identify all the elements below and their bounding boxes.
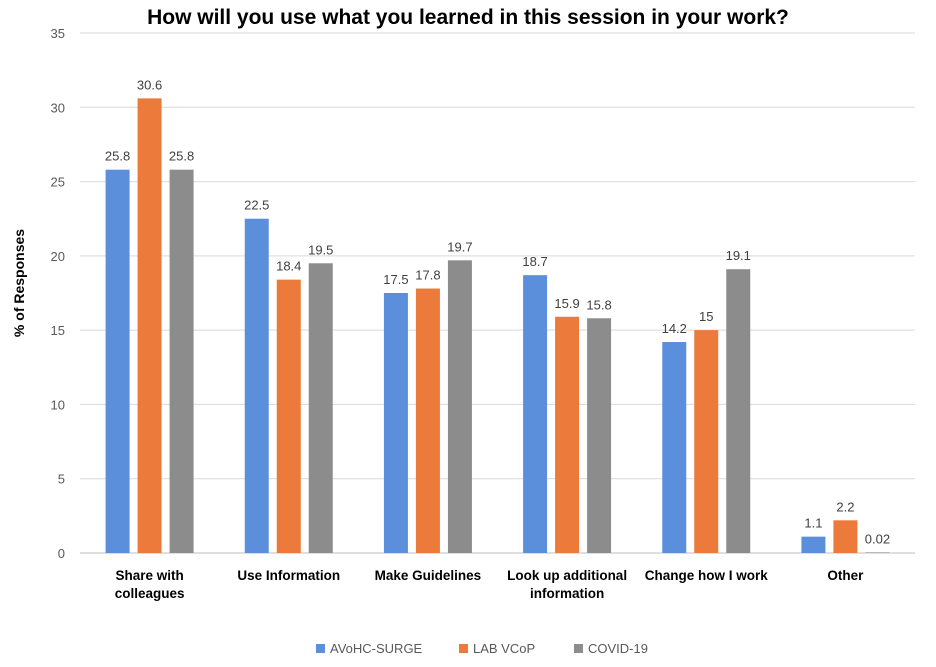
bar: [865, 552, 890, 553]
y-tick-label: 35: [51, 26, 65, 41]
bar: [726, 269, 751, 553]
data-label: 15: [699, 309, 713, 324]
y-tick-label: 0: [58, 546, 65, 561]
x-category-label: Look up additional: [507, 568, 627, 583]
bar: [447, 260, 472, 553]
x-category-label: information: [530, 586, 604, 601]
chart-title: How will you use what you learned in thi…: [147, 6, 789, 29]
data-label: 14.2: [662, 321, 687, 336]
y-axis-label: % of Responses: [11, 229, 27, 337]
bar: [276, 279, 301, 553]
data-label: 15.8: [586, 297, 611, 312]
data-label: 18.4: [276, 259, 301, 274]
data-labels: 25.8 30.6 25.8 22.5 18.4 19.5 17.5 17.8 19.7 18.7…: [105, 77, 890, 546]
data-label: 19.1: [726, 248, 751, 263]
x-category-label: Use Information: [237, 568, 340, 583]
y-axis-ticks: 0 5 10 15 20 25 30 35: [51, 26, 65, 561]
data-label: 22.5: [244, 198, 269, 213]
data-label: 25.8: [169, 149, 194, 164]
data-label: 19.5: [308, 242, 333, 257]
data-label: 19.7: [447, 239, 472, 254]
legend-label: AVoHC-SURGE: [330, 641, 423, 656]
x-category-label: Share with: [115, 568, 183, 583]
legend-item: COVID-19: [574, 641, 648, 656]
data-label: 18.7: [522, 254, 547, 269]
legend-label: COVID-19: [588, 641, 648, 656]
bar: [833, 520, 858, 553]
y-tick-label: 30: [51, 100, 65, 115]
legend-swatch: [574, 644, 583, 653]
y-tick-label: 5: [58, 472, 65, 487]
bar: [662, 342, 687, 553]
legend: AVoHC-SURGE LAB VCoP COVID-19: [316, 641, 648, 656]
x-category-label: Other: [827, 568, 864, 583]
data-label: 17.8: [415, 268, 440, 283]
category-labels: Share with colleagues Use Information Make …: [115, 568, 864, 601]
bar: [523, 275, 548, 553]
y-tick-label: 10: [51, 397, 65, 412]
data-label: 1.1: [804, 516, 822, 531]
legend-item: AVoHC-SURGE: [316, 641, 423, 656]
legend-label: LAB VCoP: [473, 641, 535, 656]
x-category-label: Make Guidelines: [375, 568, 482, 583]
y-tick-label: 25: [51, 175, 65, 190]
data-label: 30.6: [137, 77, 162, 92]
data-label: 15.9: [554, 296, 579, 311]
y-tick-label: 15: [51, 323, 65, 338]
bar: [587, 318, 612, 553]
bar: [694, 330, 719, 553]
legend-swatch: [459, 644, 468, 653]
bar: [105, 169, 130, 553]
legend-swatch: [316, 644, 325, 653]
data-label: 0.02: [865, 531, 890, 546]
legend-item: LAB VCoP: [459, 641, 535, 656]
y-tick-label: 20: [51, 249, 65, 264]
bar: [801, 536, 826, 553]
bar: [308, 263, 333, 553]
bar: [137, 98, 162, 553]
bar: [169, 169, 194, 553]
bar: [415, 288, 440, 553]
data-label: 25.8: [105, 149, 130, 164]
bar: [383, 293, 408, 553]
x-category-label: Change how I work: [645, 568, 769, 583]
bar: [244, 218, 269, 553]
data-label: 17.5: [383, 272, 408, 287]
data-label: 2.2: [836, 499, 854, 514]
bars: [105, 98, 890, 553]
x-category-label: colleagues: [115, 586, 185, 601]
bar: [555, 316, 580, 553]
gridlines: [80, 32, 915, 554]
